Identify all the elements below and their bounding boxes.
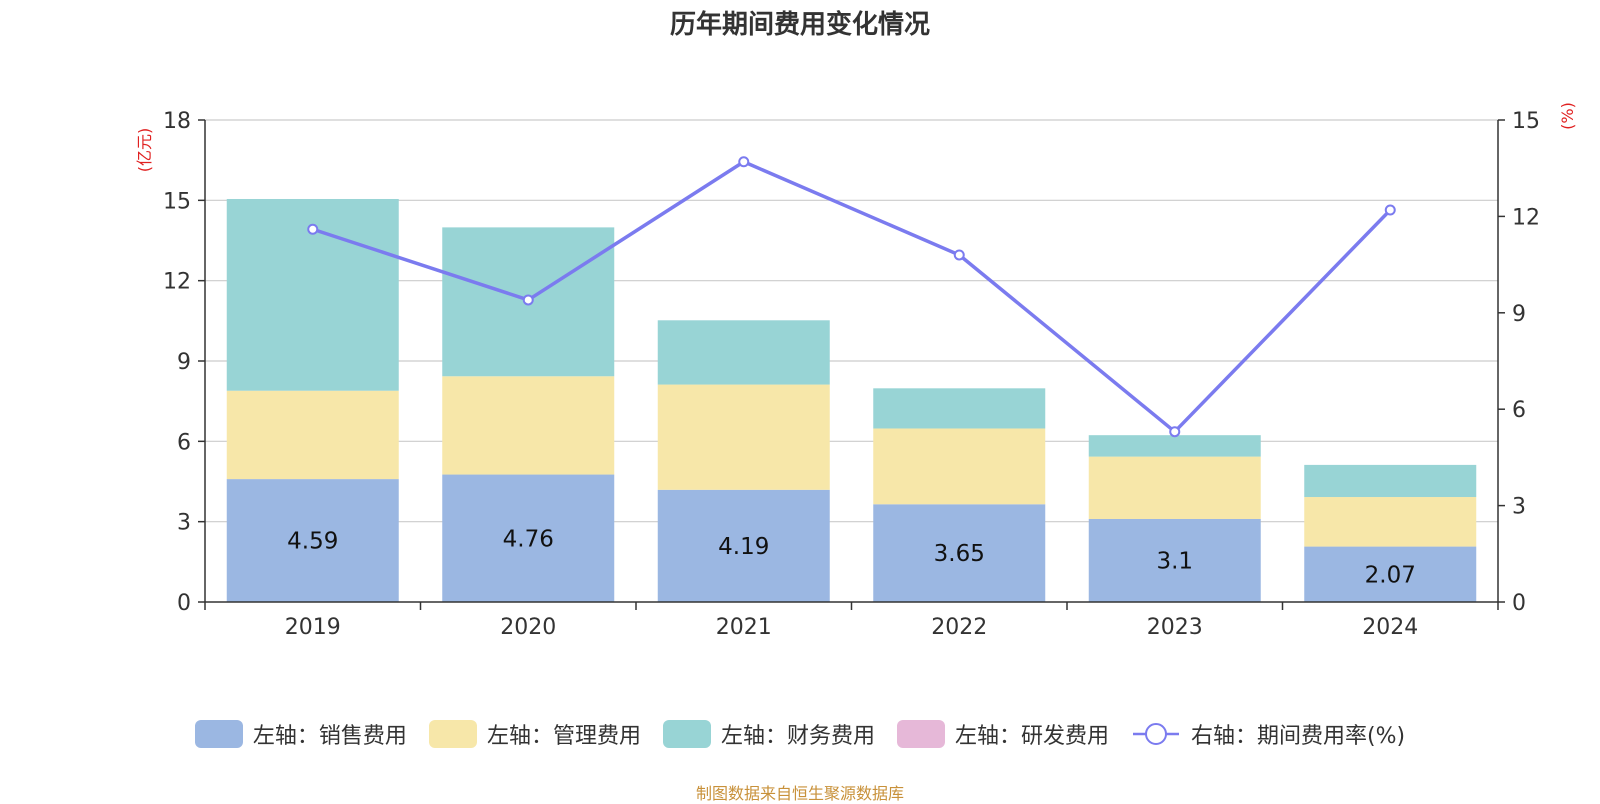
left-tick-label: 3 [177,511,191,536]
left-axis-unit: (亿元) [135,128,154,173]
data-label: 4.59 [287,529,338,555]
bar-segment-3 [657,320,830,385]
rate-line [312,160,1392,434]
bar-segment-2 [442,376,615,475]
bar-segment-2 [873,428,1046,505]
right-tick-label: 15 [1512,109,1540,134]
x-tick-label: 2020 [500,615,556,640]
legend-item[interactable]: 左轴：管理费用 [428,718,641,750]
left-tick-label: 0 [177,591,191,616]
chart-title: 历年期间费用变化情况 [669,10,930,40]
rate-point [953,249,965,261]
bar-segment-2 [226,390,399,480]
bar-segment-2 [1304,497,1477,547]
right-tick-label: 12 [1512,205,1540,230]
left-tick-label: 9 [177,350,191,375]
data-label: 3.65 [934,541,985,567]
right-tick-label: 0 [1512,591,1526,616]
bar-segment-3 [1304,464,1477,498]
x-tick-label: 2023 [1147,615,1203,640]
bar-segment-2 [1088,456,1261,519]
legend: 左轴：销售费用 左轴：管理费用 左轴：财务费用 左轴：研发费用 右轴：期间费用率(%) [0,718,1600,750]
bar-segment-1 [1304,546,1477,602]
legend-line-marker [1132,723,1179,745]
legend-swatch [662,720,711,748]
bar-segment-3 [1088,435,1261,457]
bar-segment-3 [873,388,1046,429]
bar-segment-1 [873,504,1046,602]
bar-segment-1 [226,479,399,602]
rate-point [307,223,319,235]
rate-point [522,294,534,306]
right-tick-label: 6 [1512,398,1526,423]
left-tick-label: 18 [163,109,191,134]
right-axis-unit: (%) [1558,102,1577,130]
legend-item[interactable]: 左轴：财务费用 [662,718,875,750]
right-tick-label: 9 [1512,302,1526,327]
bar-segment-1 [442,474,615,602]
bar-segment-1 [657,489,830,602]
x-tick-label: 2024 [1362,615,1418,640]
legend-label: 左轴：管理费用 [486,724,641,749]
bar-segment-2 [657,384,830,490]
legend-item[interactable]: 左轴：研发费用 [896,718,1109,750]
x-tick-label: 2022 [931,615,987,640]
data-label: 4.19 [718,534,769,560]
data-label: 4.76 [503,526,554,552]
legend-swatch [896,720,945,748]
legend-label: 左轴：财务费用 [720,724,875,749]
x-tick-label: 2019 [285,615,341,640]
legend-swatch [428,720,477,748]
left-tick-label: 6 [177,430,191,455]
legend-item[interactable]: 右轴：期间费用率(%) [1131,718,1405,750]
x-tick-label: 2021 [716,615,772,640]
legend-label: 右轴：期间费用率(%) [1190,724,1406,749]
rate-point [1384,204,1396,216]
bar-segment-1 [1088,518,1261,602]
data-label: 2.07 [1365,562,1416,588]
rate-point [738,156,750,168]
data-label: 3.1 [1156,548,1193,574]
left-tick-label: 15 [163,189,191,214]
left-tick-label: 12 [163,270,191,295]
legend-item[interactable]: 左轴：销售费用 [194,718,407,750]
legend-swatch [194,720,243,748]
legend-label: 左轴：研发费用 [954,724,1109,749]
source-note: 制图数据来自恒生聚源数据库 [695,784,904,803]
rate-point [1169,426,1181,438]
legend-line-dot [1144,723,1167,745]
right-tick-label: 3 [1512,495,1526,520]
legend-label: 左轴：销售费用 [252,724,407,749]
